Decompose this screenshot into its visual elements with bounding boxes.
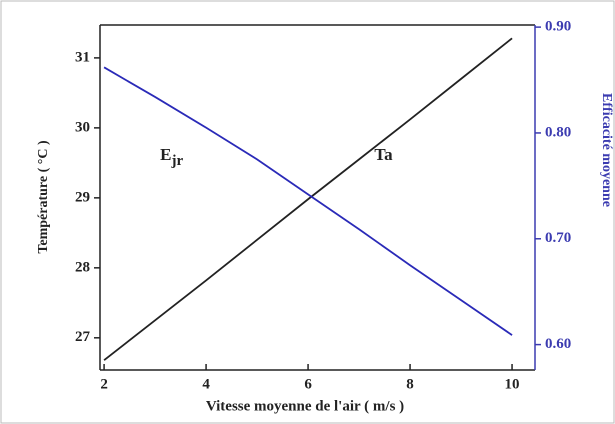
y-tick-label: 27: [75, 329, 91, 345]
x-axis-label: Vitesse moyenne de l'air ( m/s ): [206, 398, 404, 414]
y2-axis-label: Efficacité moyenne: [599, 93, 614, 207]
annotation: Ejr: [160, 145, 183, 170]
x-tick-label: 2: [100, 376, 108, 392]
x-tick-label: 8: [406, 376, 414, 392]
y-tick-label: 28: [75, 259, 90, 275]
y2-tick-label: 0.70: [545, 230, 571, 246]
data-line: [103, 37, 513, 361]
x-tick-label: 4: [202, 376, 210, 392]
y2-tick-label: 0.80: [545, 124, 571, 140]
y-tick-label: 31: [75, 49, 90, 65]
annotation-subscript: jr: [171, 153, 184, 169]
y-tick-label: 29: [75, 189, 90, 205]
y2-tick-label: 0.60: [545, 336, 571, 352]
annotation-text: Ta: [374, 145, 393, 164]
y-axis-label: Température ( °C ): [36, 140, 51, 254]
x-tick-label: 10: [505, 376, 520, 392]
annotation: Ta: [374, 145, 393, 164]
annotation-text: E: [160, 145, 171, 164]
y2-tick-label: 0.90: [545, 19, 571, 35]
y-tick-label: 30: [75, 119, 90, 135]
x-tick-label: 6: [304, 376, 312, 392]
data-line: [103, 66, 513, 336]
